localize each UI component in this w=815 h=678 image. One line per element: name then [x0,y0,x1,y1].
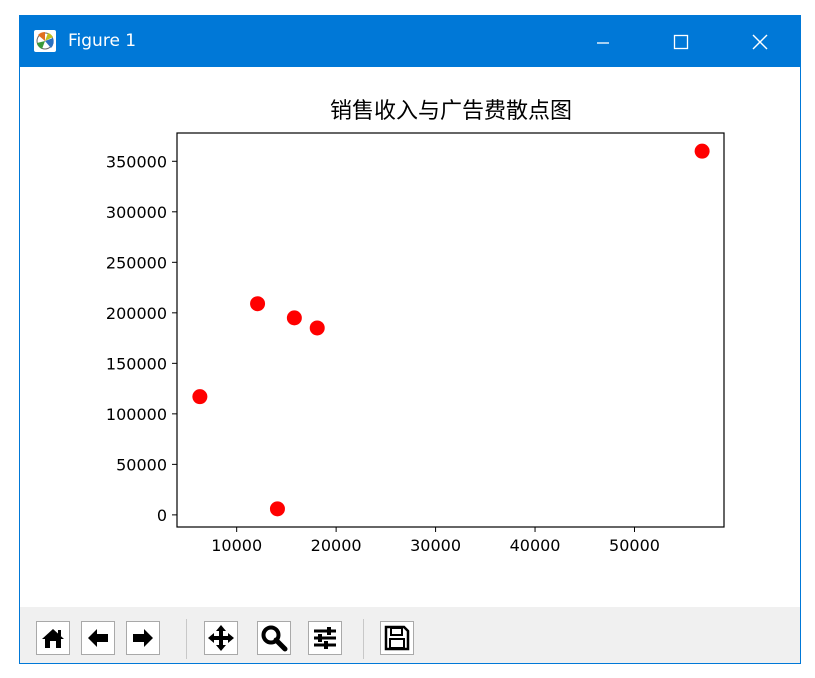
zoom-button[interactable] [251,615,297,661]
save-button[interactable] [374,615,420,661]
y-tick-label: 100000 [106,405,167,424]
chart-title: 销售收入与广告费散点图 [330,99,572,124]
y-tick-label: 350000 [106,152,167,171]
arrow-left-icon [88,629,108,647]
maximize-button[interactable] [651,16,711,67]
toolbar-separator [186,619,187,659]
configure-subplots-button[interactable] [302,615,348,661]
minimize-button[interactable] [573,16,633,67]
figure-window: Figure 1 销售收入与广告费散点图 10000 20000 30000 4000… [19,15,801,664]
plot-frame [176,132,725,528]
y-tick-label: 300000 [106,203,167,222]
arrow-right-icon [133,629,153,647]
scatter-point [309,320,325,336]
forward-button[interactable] [120,615,166,661]
close-icon [752,34,768,49]
scatter-point [250,296,266,312]
pan-button[interactable] [198,615,244,661]
close-button[interactable] [730,16,790,67]
move-icon [208,625,234,651]
matplotlib-figure-icon [33,29,57,53]
maximize-icon [673,34,689,49]
scatter-point [192,389,208,405]
sliders-icon [314,627,336,649]
toolbar-separator [363,619,364,659]
y-tick-label: 150000 [106,354,167,373]
minimize-icon [597,41,609,44]
x-tick-label: 30000 [410,536,461,555]
scatter-chart: 销售收入与广告费散点图 10000 20000 30000 40000 50000 0 50… [106,99,725,555]
y-tick-label: 200000 [106,304,167,323]
window-title: Figure 1 [68,31,137,51]
scatter-point [286,310,302,326]
magnifier-icon [261,625,288,652]
y-tick-label: 50000 [116,455,167,474]
navigation-toolbar [20,607,800,663]
home-icon [42,629,64,648]
scatter-point [694,143,710,159]
floppy-disk-icon [384,625,410,651]
x-tick-label: 40000 [510,536,561,555]
scatter-point [269,501,285,517]
x-tick-label: 10000 [211,536,262,555]
home-button[interactable] [30,615,76,661]
y-tick-label: 0 [157,506,167,525]
title-bar[interactable]: Figure 1 [20,16,800,67]
x-tick-label: 50000 [609,536,660,555]
y-tick-label: 250000 [106,253,167,272]
figure-canvas[interactable]: 销售收入与广告费散点图 10000 20000 30000 40000 50000 0 50… [20,67,800,607]
back-button[interactable] [75,615,121,661]
x-tick-label: 20000 [311,536,362,555]
